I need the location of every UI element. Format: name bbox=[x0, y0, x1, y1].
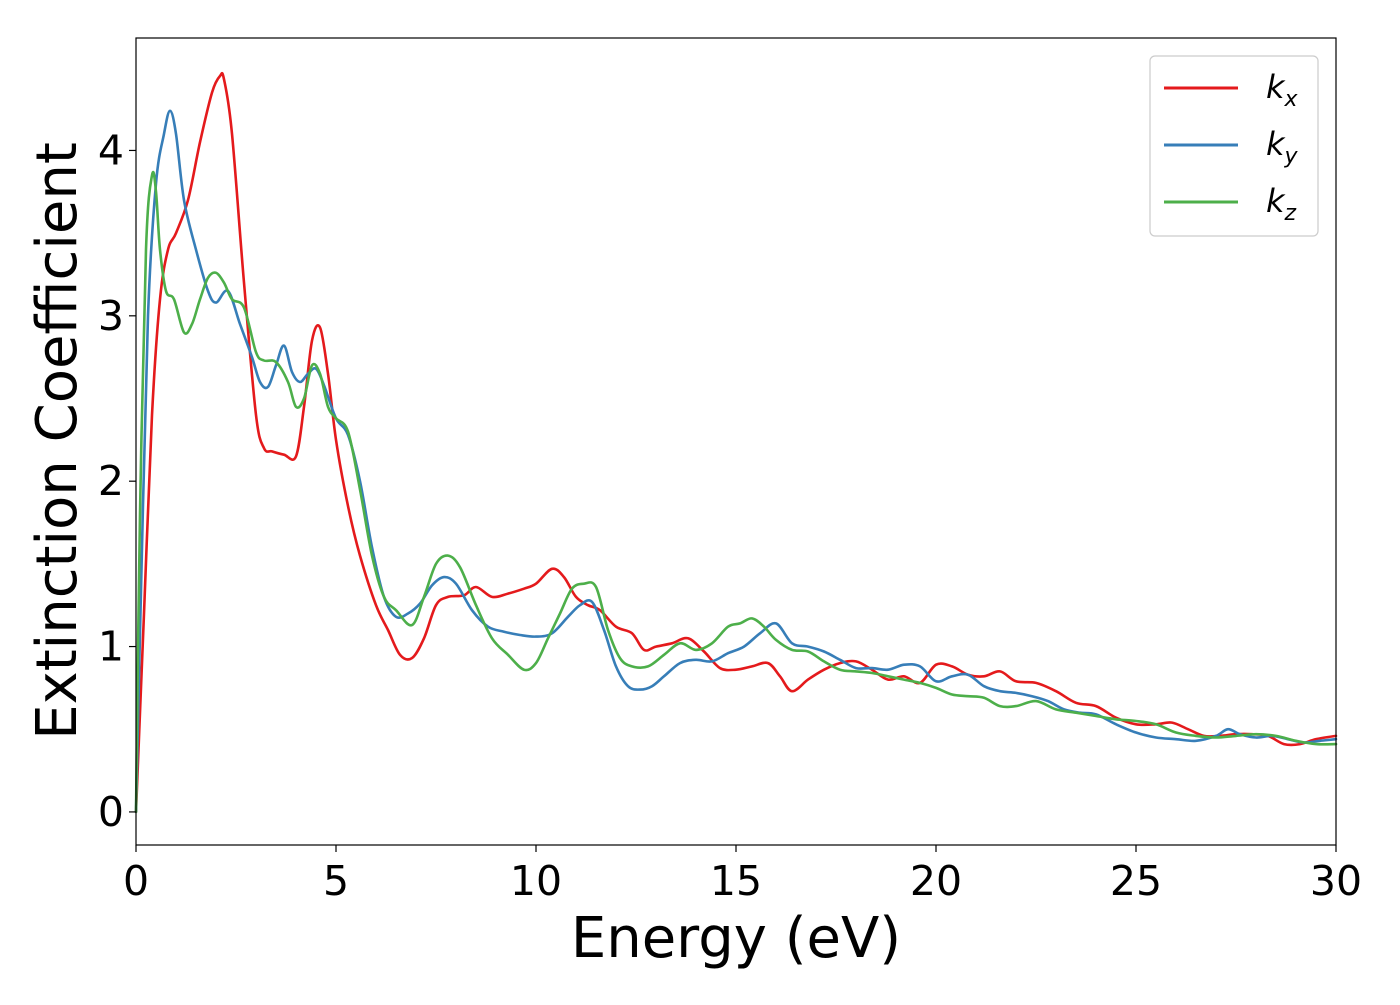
y-axis-ticks: 0 1 2 3 4 bbox=[98, 126, 136, 836]
y-tick-label: 1 bbox=[98, 623, 124, 671]
x-tick-label: 30 bbox=[1310, 857, 1362, 905]
legend-label-kz: kz bbox=[1266, 182, 1297, 226]
legend-label-symbol: k bbox=[1266, 68, 1286, 106]
series-layer bbox=[134, 71, 1338, 814]
y-tick-label: 3 bbox=[98, 292, 124, 340]
legend-label-subscript: z bbox=[1284, 201, 1297, 226]
x-tick-label: 25 bbox=[1110, 857, 1162, 905]
series-line-kx bbox=[134, 71, 1338, 814]
legend-label-symbol: k bbox=[1266, 125, 1286, 163]
x-tick-label: 10 bbox=[510, 857, 562, 905]
x-axis-ticks: 0 5 10 15 20 25 30 bbox=[123, 845, 1362, 905]
y-tick-label: 2 bbox=[98, 457, 124, 505]
y-axis-label: Extinction Coefficient bbox=[25, 142, 90, 740]
legend-label-subscript: y bbox=[1284, 144, 1299, 169]
x-axis-label: Energy (eV) bbox=[571, 906, 901, 971]
y-tick-label: 0 bbox=[98, 788, 124, 836]
x-tick-label: 20 bbox=[910, 857, 962, 905]
x-tick-label: 0 bbox=[123, 857, 149, 905]
legend-label-subscript: x bbox=[1284, 87, 1299, 112]
legend-label-kx: kx bbox=[1266, 68, 1299, 112]
x-tick-label: 15 bbox=[710, 857, 762, 905]
series-line-kz bbox=[134, 170, 1338, 814]
y-tick-label: 4 bbox=[98, 126, 124, 174]
legend-label-symbol: k bbox=[1266, 182, 1286, 220]
legend-label-ky: ky bbox=[1266, 125, 1299, 169]
x-tick-label: 5 bbox=[323, 857, 349, 905]
